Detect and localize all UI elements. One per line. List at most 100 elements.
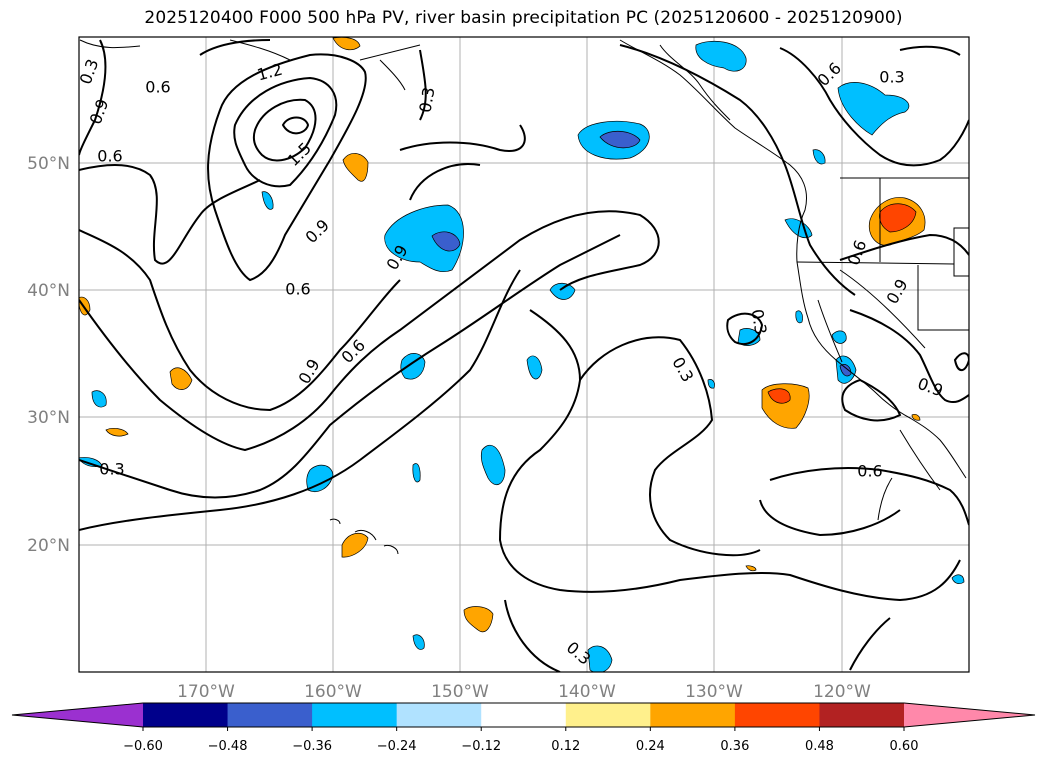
colorbar-tick-label: 0.36 xyxy=(720,739,749,754)
gridlines xyxy=(79,37,969,672)
pv-contour xyxy=(619,44,856,296)
precip-neg-core xyxy=(431,231,461,252)
lon-label-130w: 130°W xyxy=(685,682,743,702)
pv-contour xyxy=(841,378,902,422)
pv-contour xyxy=(79,269,521,531)
precip-neg-area xyxy=(412,634,425,650)
precip-neg-area xyxy=(306,464,334,492)
contour-label: 0.6 xyxy=(857,462,882,481)
pv-contour xyxy=(199,39,271,56)
colorbar-tick-label: 0.60 xyxy=(890,739,919,754)
pv-contour xyxy=(498,309,961,602)
pv-contour xyxy=(759,499,901,537)
colorbar-segment xyxy=(312,703,398,727)
pv-contour-0.3 xyxy=(419,49,427,121)
lon-label-150w: 150°W xyxy=(431,682,489,702)
colorbar-segment xyxy=(734,703,820,727)
colorbar-extend-high xyxy=(904,703,1035,727)
pv-contour xyxy=(409,163,481,201)
contour-label: 0.3 xyxy=(747,308,770,336)
pv-contour xyxy=(899,45,961,56)
precip-neg-area xyxy=(837,82,910,136)
alaska-inlet xyxy=(379,59,406,91)
precip-pos-area xyxy=(342,153,369,182)
precip-neg-area xyxy=(695,40,747,72)
precip-neg-area xyxy=(707,379,715,389)
precip-pos-area xyxy=(169,367,193,390)
lat-label-40n: 40°N xyxy=(27,281,70,301)
colorbar-segment xyxy=(396,703,482,727)
precip-neg-core xyxy=(599,131,641,149)
colorbar-segment xyxy=(143,703,229,727)
precip-neg-area xyxy=(549,282,576,300)
pv-contour-0.9 xyxy=(849,309,969,404)
pv-contour-1.5 xyxy=(252,98,317,162)
colorbar-segment xyxy=(819,703,905,727)
pv-contour-1.2 xyxy=(233,76,338,188)
lon-label-160w: 160°W xyxy=(304,682,362,702)
lat-label-20n: 20°N xyxy=(27,536,70,556)
colorbar-segment xyxy=(481,703,567,727)
pv-contour-0.6 xyxy=(79,210,660,452)
pv-contours xyxy=(79,39,969,672)
lat-label-50n: 50°N xyxy=(27,154,70,174)
colorbar-extend-low xyxy=(12,703,143,727)
pv-contour-0.9 xyxy=(79,229,401,412)
west-coast-north-america xyxy=(619,39,967,479)
pv-contour-0.3 xyxy=(504,599,561,672)
pv-contour-0.6 xyxy=(779,47,969,167)
colorbar-tick-label: −0.60 xyxy=(123,739,163,754)
precip-pos-area xyxy=(463,606,494,633)
contour-label: 0.3 xyxy=(879,68,904,87)
precip-neg-area xyxy=(795,310,803,324)
pv-contour xyxy=(79,39,107,156)
precip-neg-area xyxy=(91,390,107,408)
pv-contour-0.3 xyxy=(579,336,761,557)
precip-pos-area xyxy=(745,565,757,572)
precip-pos-area xyxy=(911,414,921,421)
latitude-labels: 20°N 30°N 40°N 50°N xyxy=(27,154,70,556)
colorbar-tick-label: 0.24 xyxy=(636,739,665,754)
aleutian-chain xyxy=(79,39,421,61)
pv-contour-0.6 xyxy=(839,233,969,261)
map-title: 2025120400 F000 500 hPa PV, river basin … xyxy=(144,8,903,28)
pv-contour-0.3 xyxy=(79,234,621,499)
baja-california xyxy=(817,299,843,363)
colorbar-tick-label: −0.48 xyxy=(208,739,248,754)
colorbar-segment xyxy=(565,703,651,727)
precip-pos-area xyxy=(105,428,129,437)
precip-neg-area xyxy=(526,355,543,380)
precip-pos-area xyxy=(341,532,369,558)
precip-neg-core xyxy=(839,364,852,377)
colorbar-tick-label: −0.12 xyxy=(461,739,501,754)
state-border-ca-nv xyxy=(839,269,926,349)
pv-contour-1.5-inner xyxy=(281,116,310,135)
precip-neg-area xyxy=(261,191,274,210)
lat-label-30n: 30°N xyxy=(27,408,70,428)
colorbar-segment xyxy=(227,703,313,727)
contour-label: 0.6 xyxy=(145,78,170,97)
colorbar-tick-label: −0.36 xyxy=(292,739,332,754)
hawaii-islands xyxy=(329,518,399,555)
pv-contour xyxy=(953,352,969,372)
colorbar-tick-labels: −0.60 −0.48 −0.36 −0.24 −0.12 0.12 0.24 0.36 0.4… xyxy=(123,727,918,754)
colorbar-tick-label: 0.12 xyxy=(551,739,580,754)
longitude-labels: 170°W 160°W 150°W 140°W 130°W 120°W xyxy=(177,682,871,702)
contour-label: 0.3 xyxy=(99,460,124,479)
pv-contour-0.9 xyxy=(207,53,367,282)
precip-neg-area xyxy=(951,574,965,584)
precip-neg-area xyxy=(587,645,613,672)
precip-fill-layer xyxy=(79,37,965,672)
lon-label-140w: 140°W xyxy=(558,682,616,702)
pv-contour xyxy=(399,124,526,152)
colorbar-tick-label: −0.24 xyxy=(377,739,417,754)
precip-neg-area xyxy=(812,149,826,165)
precip-neg-area xyxy=(480,444,506,486)
alaska-panhandle xyxy=(659,44,731,121)
precip-neg-area xyxy=(400,353,426,380)
colorbar xyxy=(11,702,1036,728)
map-frame xyxy=(78,36,970,673)
precip-neg-area xyxy=(831,330,847,344)
contour-label: 0.6 xyxy=(285,280,310,299)
